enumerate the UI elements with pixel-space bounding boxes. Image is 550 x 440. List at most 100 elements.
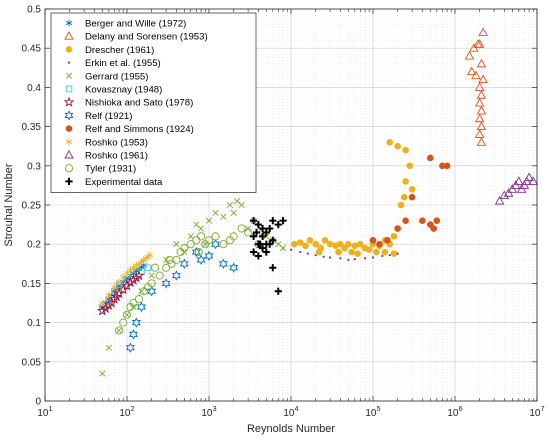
data-point bbox=[258, 224, 267, 233]
y-tick-label: 0.35 bbox=[22, 122, 42, 133]
data-point bbox=[381, 254, 384, 258]
series-delany-and-sorensen-1953 bbox=[464, 27, 488, 146]
legend-label: Delany and Sorensen (1953) bbox=[85, 32, 208, 43]
legend-label: Berger and Wille (1972) bbox=[85, 19, 186, 30]
legend-marker bbox=[64, 110, 74, 121]
data-point bbox=[353, 257, 356, 261]
data-point bbox=[402, 178, 409, 185]
data-point bbox=[147, 279, 156, 288]
data-point bbox=[274, 221, 282, 229]
data-point bbox=[476, 121, 487, 131]
data-point bbox=[99, 299, 106, 307]
data-point bbox=[233, 197, 241, 205]
legend-item: Erkin et al. (1955) bbox=[67, 58, 161, 69]
data-point bbox=[476, 105, 487, 115]
data-point bbox=[115, 327, 123, 334]
data-point bbox=[476, 58, 487, 68]
data-point bbox=[237, 224, 246, 233]
data-point bbox=[396, 252, 399, 255]
legend-label: Experimental data bbox=[85, 177, 163, 188]
y-axis-label: Strouhal Number bbox=[3, 163, 15, 246]
data-point bbox=[390, 250, 398, 257]
legend-label: Relf and Simmons (1924) bbox=[85, 124, 194, 135]
data-point bbox=[131, 317, 141, 328]
y-tick-label: 0 bbox=[35, 397, 41, 408]
x-tick-label: 106 bbox=[447, 404, 462, 419]
legend-label: Nishioka and Sato (1978) bbox=[85, 98, 193, 109]
data-point bbox=[196, 254, 206, 266]
data-point bbox=[371, 256, 375, 259]
legend-marker bbox=[65, 72, 73, 79]
series-roshko-1961 bbox=[494, 172, 539, 205]
data-point bbox=[373, 248, 380, 256]
data-point bbox=[212, 209, 219, 216]
legend-item: Delany and Sorensen (1953) bbox=[64, 31, 208, 43]
data-point bbox=[123, 311, 131, 318]
data-point bbox=[254, 252, 262, 260]
data-point bbox=[528, 176, 539, 185]
data-point bbox=[161, 278, 171, 289]
legend-label: Roshko (1953) bbox=[85, 137, 148, 148]
data-point bbox=[408, 193, 416, 201]
legend-item: Roshko (1953) bbox=[65, 137, 148, 148]
data-point bbox=[363, 257, 367, 260]
data-point bbox=[250, 232, 258, 240]
legend-label: Gerrard (1955) bbox=[85, 71, 148, 82]
data-point bbox=[204, 250, 214, 262]
data-point bbox=[345, 240, 352, 248]
data-point bbox=[123, 269, 131, 277]
legend-marker bbox=[64, 164, 74, 173]
data-point bbox=[122, 310, 132, 319]
y-tick-label: 0.25 bbox=[22, 201, 42, 212]
data-point bbox=[348, 248, 356, 256]
data-point bbox=[326, 240, 334, 248]
data-point bbox=[108, 293, 120, 304]
data-point bbox=[197, 232, 206, 241]
data-point bbox=[356, 240, 364, 248]
data-point bbox=[494, 195, 505, 205]
legend-marker bbox=[67, 61, 71, 64]
data-point bbox=[269, 217, 277, 225]
data-point bbox=[291, 240, 298, 248]
legend-marker bbox=[65, 125, 73, 132]
data-point bbox=[329, 256, 332, 259]
data-point bbox=[474, 113, 485, 123]
data-point bbox=[258, 232, 267, 240]
data-point bbox=[133, 269, 145, 281]
data-point bbox=[263, 233, 270, 240]
data-point bbox=[322, 255, 325, 258]
data-point bbox=[256, 240, 264, 248]
data-point bbox=[192, 236, 201, 245]
data-point bbox=[430, 225, 438, 232]
data-point bbox=[354, 250, 361, 257]
legend-label: Drescher (1961) bbox=[85, 45, 154, 56]
data-point bbox=[220, 213, 227, 220]
data-point bbox=[148, 272, 155, 279]
data-point bbox=[119, 318, 128, 327]
data-point bbox=[478, 74, 488, 84]
data-point bbox=[134, 295, 144, 304]
data-point bbox=[173, 241, 180, 248]
data-point bbox=[202, 241, 209, 248]
legend: Berger and Wille (1972) Delany and Sorens… bbox=[50, 12, 257, 193]
data-point bbox=[321, 236, 329, 244]
data-point bbox=[250, 248, 258, 256]
data-point bbox=[269, 264, 277, 272]
data-point bbox=[302, 242, 309, 250]
data-point bbox=[376, 240, 383, 248]
x-axis-label: Reynolds Number bbox=[247, 423, 335, 435]
y-tick-label: 0.05 bbox=[22, 357, 42, 368]
data-points bbox=[96, 27, 539, 377]
legend-marker bbox=[65, 85, 73, 93]
data-point bbox=[312, 240, 319, 248]
legend-item: Berger and Wille (1972) bbox=[65, 19, 186, 30]
data-point bbox=[186, 240, 195, 249]
data-point bbox=[474, 39, 485, 48]
legend-marker bbox=[63, 96, 75, 107]
data-point bbox=[105, 291, 112, 299]
data-point bbox=[433, 217, 441, 224]
data-point bbox=[179, 258, 189, 269]
data-point bbox=[194, 247, 203, 257]
y-tick-label: 0.3 bbox=[27, 161, 41, 172]
